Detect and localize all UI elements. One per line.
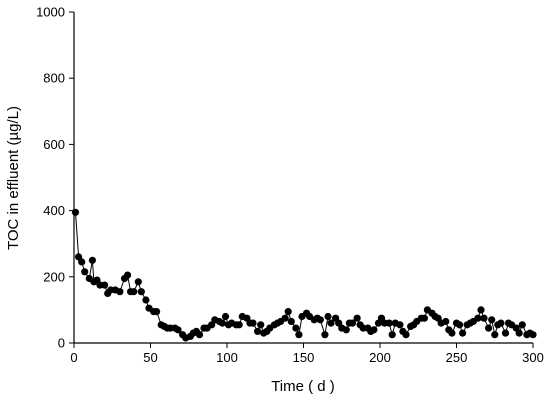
- data-point: [474, 314, 482, 322]
- data-point: [71, 208, 80, 216]
- series-layer: [71, 208, 537, 342]
- data-point: [388, 331, 396, 339]
- data-point: [327, 319, 335, 327]
- data-point: [370, 326, 378, 334]
- x-axis-title: Time ( d ): [271, 378, 335, 395]
- data-point: [195, 331, 204, 339]
- data-point: [529, 331, 537, 339]
- data-point: [130, 288, 138, 296]
- data-point: [78, 258, 86, 266]
- x-axis-ticks: 0 50 100 150 200 250 300: [70, 343, 544, 365]
- data-point: [480, 314, 488, 322]
- data-point: [134, 278, 142, 286]
- data-point: [284, 308, 292, 316]
- data-point: [287, 317, 295, 326]
- data-point: [515, 329, 523, 337]
- data-point: [477, 306, 485, 314]
- data-point: [316, 316, 324, 324]
- x-tick-label: 0: [70, 350, 77, 365]
- data-point: [396, 321, 404, 329]
- y-tick-label: 400: [43, 203, 65, 218]
- data-point: [488, 316, 496, 324]
- data-point: [491, 331, 499, 339]
- data-point: [420, 314, 428, 322]
- y-axis-ticks: 0 200 400 600 800 1000: [36, 5, 74, 351]
- data-point: [321, 331, 329, 339]
- data-point: [174, 326, 182, 334]
- data-point: [353, 314, 361, 322]
- data-point: [402, 331, 410, 339]
- data-point: [348, 319, 357, 327]
- y-axis-title: TOC in effluent (µg/L): [5, 106, 22, 250]
- x-tick-label: 300: [522, 350, 544, 365]
- data-point: [81, 268, 89, 276]
- data-point: [235, 321, 243, 329]
- x-tick-label: 250: [446, 350, 468, 365]
- data-point: [456, 321, 464, 329]
- data-point: [137, 288, 145, 296]
- data-point: [448, 329, 456, 337]
- x-tick-label: 200: [369, 350, 391, 365]
- data-point: [257, 321, 265, 329]
- data-point: [281, 314, 289, 322]
- y-tick-label: 0: [58, 336, 65, 351]
- data-point: [497, 319, 505, 327]
- y-tick-label: 200: [43, 269, 65, 284]
- data-point: [385, 319, 393, 327]
- data-point: [442, 317, 450, 326]
- data-point: [249, 319, 257, 327]
- data-point: [221, 312, 230, 321]
- data-point: [116, 288, 124, 296]
- data-point: [459, 329, 467, 337]
- data-point: [485, 324, 493, 332]
- x-tick-label: 100: [216, 350, 238, 365]
- x-tick-label: 150: [293, 350, 315, 365]
- data-point: [254, 327, 262, 335]
- data-point: [88, 256, 96, 264]
- data-point: [501, 329, 510, 337]
- y-tick-label: 1000: [36, 5, 65, 20]
- data-point: [153, 308, 161, 316]
- data-point: [295, 331, 303, 339]
- data-point: [292, 324, 300, 332]
- x-tick-label: 50: [143, 350, 157, 365]
- data-point: [142, 296, 150, 304]
- data-point: [124, 271, 132, 279]
- data-point: [342, 326, 350, 334]
- data-point: [324, 312, 332, 321]
- data-point: [218, 319, 226, 327]
- data-point: [518, 321, 526, 329]
- data-point: [101, 281, 109, 289]
- y-tick-label: 800: [43, 71, 65, 86]
- y-tick-label: 600: [43, 137, 65, 152]
